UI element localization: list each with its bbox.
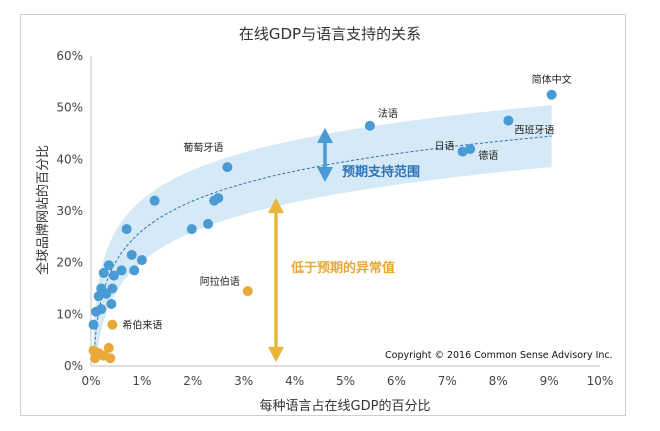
data-point-blue [93,291,104,302]
data-point-blue [465,144,476,154]
x-tick-label: 0% [81,374,100,388]
expected-range-arrow-head-up [317,128,333,143]
data-point-blue [503,115,514,126]
x-tick-label: 3% [234,374,253,388]
x-tick-label: 10% [587,374,614,388]
x-tick-label: 8% [489,374,508,388]
x-tick-label: 7% [438,374,457,388]
y-tick-label: 30% [56,204,83,218]
data-point-blue [546,89,557,100]
annotation-layer [268,128,333,362]
data-point-blue [108,270,119,281]
data-point-blue [136,255,147,266]
anomaly-arrow-head-up [268,198,284,213]
data-point-blue [126,249,137,260]
data-point-gold [103,342,114,353]
y-tick-label: 0% [64,359,83,373]
trend-line [93,135,552,360]
x-tick-label: 5% [336,374,355,388]
y-axis-title: 全球品牌网站的百分比 [35,145,51,275]
chart-frame [20,14,626,416]
data-point-blue [96,304,107,315]
expected-band-layer [93,105,552,366]
x-tick-label: 1% [132,374,151,388]
data-point-blue [222,162,233,173]
y-tick-label: 60% [56,49,83,63]
data-point-blue [88,319,99,330]
data-point-blue [106,299,117,309]
point-label: 葡萄牙语 [183,141,223,154]
point-label: 西班牙语 [514,125,554,137]
point-label: 简体中文 [532,73,572,86]
point-layer [88,89,557,364]
x-tick-label: 4% [285,374,304,388]
anomaly-arrow-head-down [268,347,284,362]
data-point-blue [149,195,160,206]
data-point-gold [107,319,118,330]
anomaly-arrow [268,198,284,362]
y-tick-label: 40% [56,152,83,166]
x-tick-label: 6% [387,374,406,388]
point-label: 法语 [378,107,398,120]
data-point-blue [213,193,224,204]
point-label: 希伯来语 [122,319,162,332]
chart-title: 在线GDP与语言支持的关系 [239,25,421,43]
expected-range-label: 预期支持范围 [342,164,420,180]
x-tick-label: 2% [183,374,202,388]
point-label: 德语 [478,149,498,162]
data-point-blue [364,120,375,131]
data-point-blue [121,224,132,235]
axis-layer: 0% 1% 2% 3% 4% 5% 6% 7% 8% 9% 10% 0% 10% 20% 30% 40% 50%… [56,49,613,388]
data-point-blue [186,224,197,235]
copyright-text: Copyright © 2016 Common Sense Advisory I… [385,350,613,361]
x-axis-title: 每种语言占在线GDP的百分比 [260,398,431,414]
data-point-blue [103,260,114,271]
expected-support-band [93,105,552,366]
data-point-blue [457,146,468,157]
data-point-blue [98,268,109,278]
expected-range-arrow [317,128,333,182]
x-tick-label: 9% [540,374,559,388]
y-tick-label: 50% [56,101,83,115]
data-point-blue [129,265,140,276]
data-point-blue [203,218,214,229]
data-point-blue [116,265,127,276]
y-tick-label: 10% [56,307,83,321]
point-label: 阿拉伯语 [200,275,240,288]
data-point-gold [105,353,116,364]
y-tick-label: 20% [56,256,83,270]
point-label: 日语 [435,141,455,153]
data-point-blue [107,283,118,294]
anomaly-label: 低于预期的异常值 [290,260,395,276]
data-point-gold [242,286,253,297]
expected-range-arrow-head-down [317,167,333,182]
